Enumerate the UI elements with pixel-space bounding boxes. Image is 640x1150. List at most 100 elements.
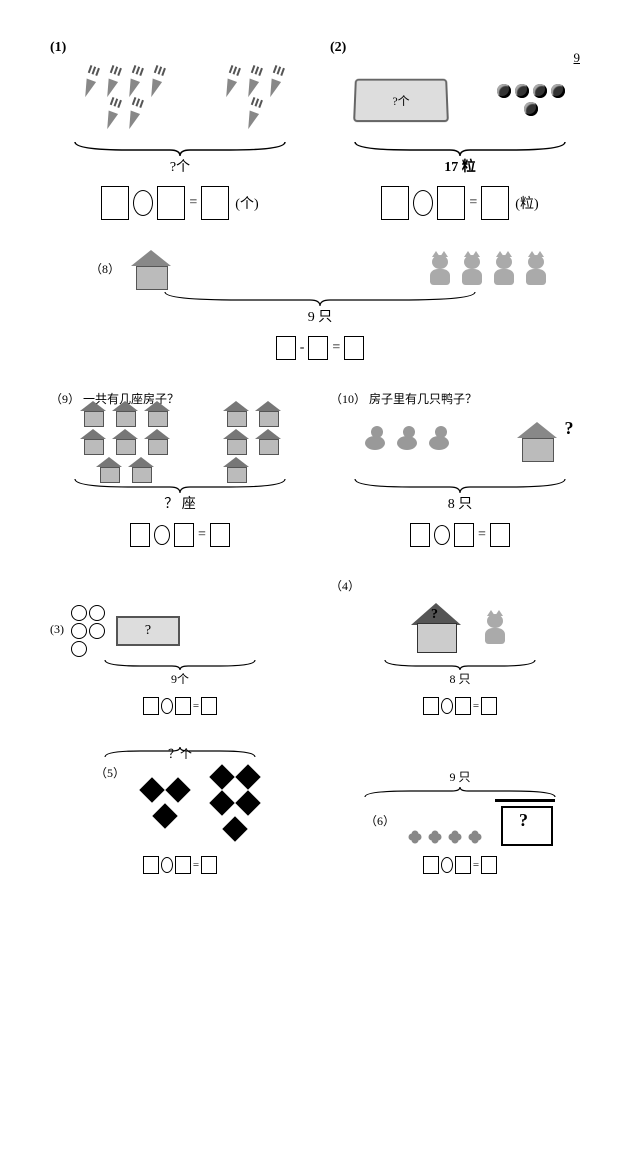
answer-box[interactable]: [410, 523, 430, 547]
answer-box[interactable]: [454, 523, 474, 547]
answer-box[interactable]: [143, 856, 159, 874]
flower-icon: [446, 828, 464, 846]
house-icon: [110, 429, 140, 455]
carrot-icon: [98, 100, 124, 132]
problem-3: (3) ? 9个 =: [50, 604, 310, 715]
duck-icon: [427, 426, 451, 454]
answer-box[interactable]: [381, 186, 409, 220]
problem-6-picture: （6） ?: [330, 799, 590, 846]
diamond-group-right: [205, 764, 265, 842]
problem-6-label: （6）: [365, 812, 395, 829]
diamond-group-left: [135, 777, 195, 829]
problem-4-picture: ?: [330, 598, 590, 658]
cat-icon: [491, 253, 517, 285]
operator-box[interactable]: [441, 857, 453, 873]
minus-sign: -: [300, 340, 305, 356]
equals-sign: =: [478, 527, 486, 543]
problem-10-label: （10）: [330, 392, 366, 406]
cat-icon: [523, 253, 549, 285]
unknown-box: ?个: [353, 79, 449, 122]
problem-4-caption: 8 只: [330, 670, 590, 687]
house-icon: [78, 401, 108, 427]
cat-icon: [459, 253, 485, 285]
row-3-4: (3) ? 9个 =: [50, 577, 590, 715]
question-mark: ?: [145, 623, 151, 639]
answer-box[interactable]: [490, 523, 510, 547]
cat-group: [426, 253, 550, 290]
problem-8-equation: - =: [90, 336, 550, 360]
bean-icon: [497, 84, 511, 98]
operator-box[interactable]: [161, 698, 173, 714]
answer-box[interactable]: [201, 856, 217, 874]
flower-group: [405, 828, 485, 846]
answer-box[interactable]: [101, 186, 129, 220]
house-icon: [128, 250, 174, 290]
worksheet-page: 9 (1): [0, 0, 640, 934]
house-icon: [221, 401, 251, 427]
answer-box[interactable]: [437, 186, 465, 220]
problem-9: （9） 一共有几座房子？: [50, 390, 310, 547]
answer-box[interactable]: [423, 856, 439, 874]
problem-8-picture: [128, 250, 550, 290]
answer-box[interactable]: [143, 697, 159, 715]
answer-box[interactable]: [481, 697, 497, 715]
answer-box[interactable]: [423, 697, 439, 715]
problem-10-title: 房子里有几只鸭子？: [369, 392, 477, 406]
answer-box[interactable]: [201, 697, 217, 715]
duck-icon: [363, 426, 387, 454]
operator-box[interactable]: [441, 698, 453, 714]
problem-8-row: （8）: [90, 250, 550, 290]
row-9-10: （9） 一共有几座房子？: [50, 390, 590, 547]
answer-box[interactable]: [201, 186, 229, 220]
problem-2: (2) ?个 17 粒 =: [330, 40, 590, 220]
operator-box[interactable]: [161, 857, 173, 873]
operator-box[interactable]: [413, 190, 433, 216]
flower-icon: [426, 828, 444, 846]
answer-box[interactable]: [210, 523, 230, 547]
problem-2-label: (2): [330, 40, 590, 56]
answer-box[interactable]: [481, 186, 509, 220]
diamond-icon: [235, 764, 260, 789]
problem-2-caption: 17 粒: [330, 156, 590, 176]
house-icon: [142, 401, 172, 427]
equals-sign: =: [332, 340, 340, 356]
circle-icon: [89, 605, 105, 621]
house-icon: [126, 457, 156, 483]
brace-top-icon: [100, 745, 260, 759]
operator-box[interactable]: [434, 525, 450, 545]
answer-box[interactable]: [130, 523, 150, 547]
equals-sign: =: [193, 700, 199, 712]
flower-icon: [406, 828, 424, 846]
problem-5-equation: =: [50, 856, 310, 874]
problem-1-equation: = (个): [50, 186, 310, 220]
problem-2-equation: = (粒): [330, 186, 590, 220]
answer-box[interactable]: [455, 856, 471, 874]
house-icon: [78, 429, 108, 455]
problem-6-equation: =: [330, 856, 590, 874]
problem-10-header: （10） 房子里有几只鸭子？: [330, 390, 590, 407]
equals-sign: =: [198, 527, 206, 543]
carrot-group-right: [218, 68, 288, 132]
problem-8: （8） 9 只 - =: [90, 250, 550, 360]
question-mark: ?: [431, 607, 438, 623]
answer-box[interactable]: [344, 336, 364, 360]
operator-box[interactable]: [133, 190, 153, 216]
house-with-q: ?: [514, 422, 560, 462]
problem-6: 9 只 （6） ? =: [330, 770, 590, 874]
answer-box[interactable]: [175, 856, 191, 874]
bean-icon: [524, 102, 538, 116]
unknown-box-text: ?个: [392, 92, 409, 109]
circle-group: [70, 604, 110, 658]
diamond-icon: [152, 803, 177, 828]
answer-box[interactable]: [174, 523, 194, 547]
answer-box[interactable]: [175, 697, 191, 715]
answer-box[interactable]: [276, 336, 296, 360]
house-icon: ?: [411, 603, 461, 653]
bean-icon: [551, 84, 565, 98]
house-icon: [221, 429, 251, 455]
answer-box[interactable]: [308, 336, 328, 360]
answer-box[interactable]: [481, 856, 497, 874]
answer-box[interactable]: [455, 697, 471, 715]
operator-box[interactable]: [154, 525, 170, 545]
answer-box[interactable]: [157, 186, 185, 220]
